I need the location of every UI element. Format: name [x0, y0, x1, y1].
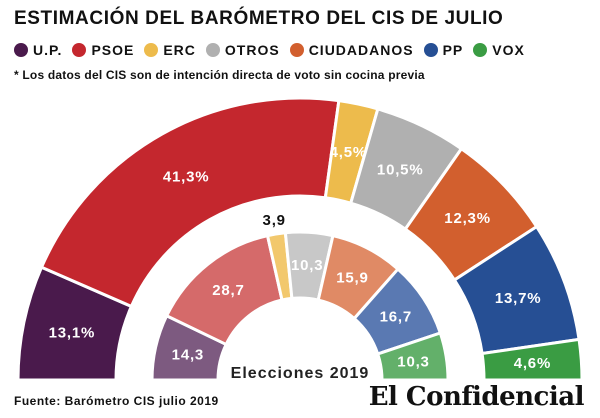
- inner-ring: 14,3 28,7 3,9 10,3 15,9 16,7 10,3: [150, 212, 450, 382]
- legend-item-erc: ERC: [144, 42, 196, 58]
- legend-label-otros: OTROS: [224, 42, 280, 58]
- legend-swatch-ciudadanos: [289, 43, 304, 57]
- outer-label-up: 13,1%: [49, 324, 96, 341]
- legend-label-ciudadanos: CIUDADANOS: [308, 42, 414, 58]
- inner-label-otros: 10,3: [291, 257, 323, 274]
- inner-label-psoe: 28,7: [212, 282, 244, 299]
- legend-item-psoe: PSOE: [72, 42, 134, 58]
- legend-swatch-otros: [205, 43, 220, 57]
- legend-item-ciudadanos: CIUDADANOS: [289, 42, 414, 58]
- legend-label-psoe: PSOE: [91, 42, 135, 58]
- legend-swatch-psoe: [72, 43, 87, 57]
- legend-swatch-up: [14, 43, 28, 57]
- outer-label-pp: 13,7%: [495, 290, 542, 307]
- legend-swatch-pp: [423, 43, 438, 57]
- outer-label-otros: 10,5%: [377, 162, 424, 179]
- center-label: Elecciones 2019: [231, 365, 370, 382]
- legend-label-pp: PP: [442, 42, 464, 58]
- legend: U.P. PSOE ERC OTROS CIUDADANOS PP VOX: [14, 42, 525, 58]
- source-note: Fuente: Barómetro CIS julio 2019: [14, 394, 219, 408]
- legend-label-up: U.P.: [33, 42, 63, 58]
- brand-logo: El Confidencial: [368, 382, 585, 412]
- legend-label-erc: ERC: [163, 42, 196, 58]
- inner-label-vox: 10,3: [397, 353, 429, 370]
- outer-label-erc: 4,5%: [330, 144, 367, 161]
- inner-label-pp: 16,7: [380, 308, 412, 325]
- outer-label-ciudadanos: 12,3%: [444, 210, 491, 227]
- legend-label-vox: VOX: [492, 42, 525, 58]
- outer-label-vox: 4,6%: [514, 355, 551, 372]
- legend-item-pp: PP: [423, 42, 464, 58]
- legend-swatch-erc: [144, 43, 159, 57]
- methodology-note: * Los datos del CIS son de intención dir…: [14, 68, 425, 82]
- chart-title: ESTIMACIÓN DEL BARÓMETRO DEL CIS DE JULI…: [14, 8, 504, 29]
- inner-slice-vox: [375, 331, 450, 382]
- outer-label-psoe: 41,3%: [163, 169, 210, 186]
- inner-label-ciudadanos: 15,9: [336, 270, 368, 287]
- outer-slice-vox: [480, 337, 584, 382]
- outer-ring: 13,1% 41,3% 4,5% 10,5% 12,3% 13,7% 4,6%: [16, 96, 584, 382]
- inner-label-erc: 3,9: [263, 212, 286, 229]
- inner-label-up: 14,3: [172, 346, 204, 363]
- legend-item-vox: VOX: [473, 42, 525, 58]
- legend-item-up: U.P.: [14, 42, 62, 58]
- legend-item-otros: OTROS: [205, 42, 280, 58]
- outer-slice-psoe: [39, 96, 341, 309]
- legend-swatch-vox: [473, 43, 488, 57]
